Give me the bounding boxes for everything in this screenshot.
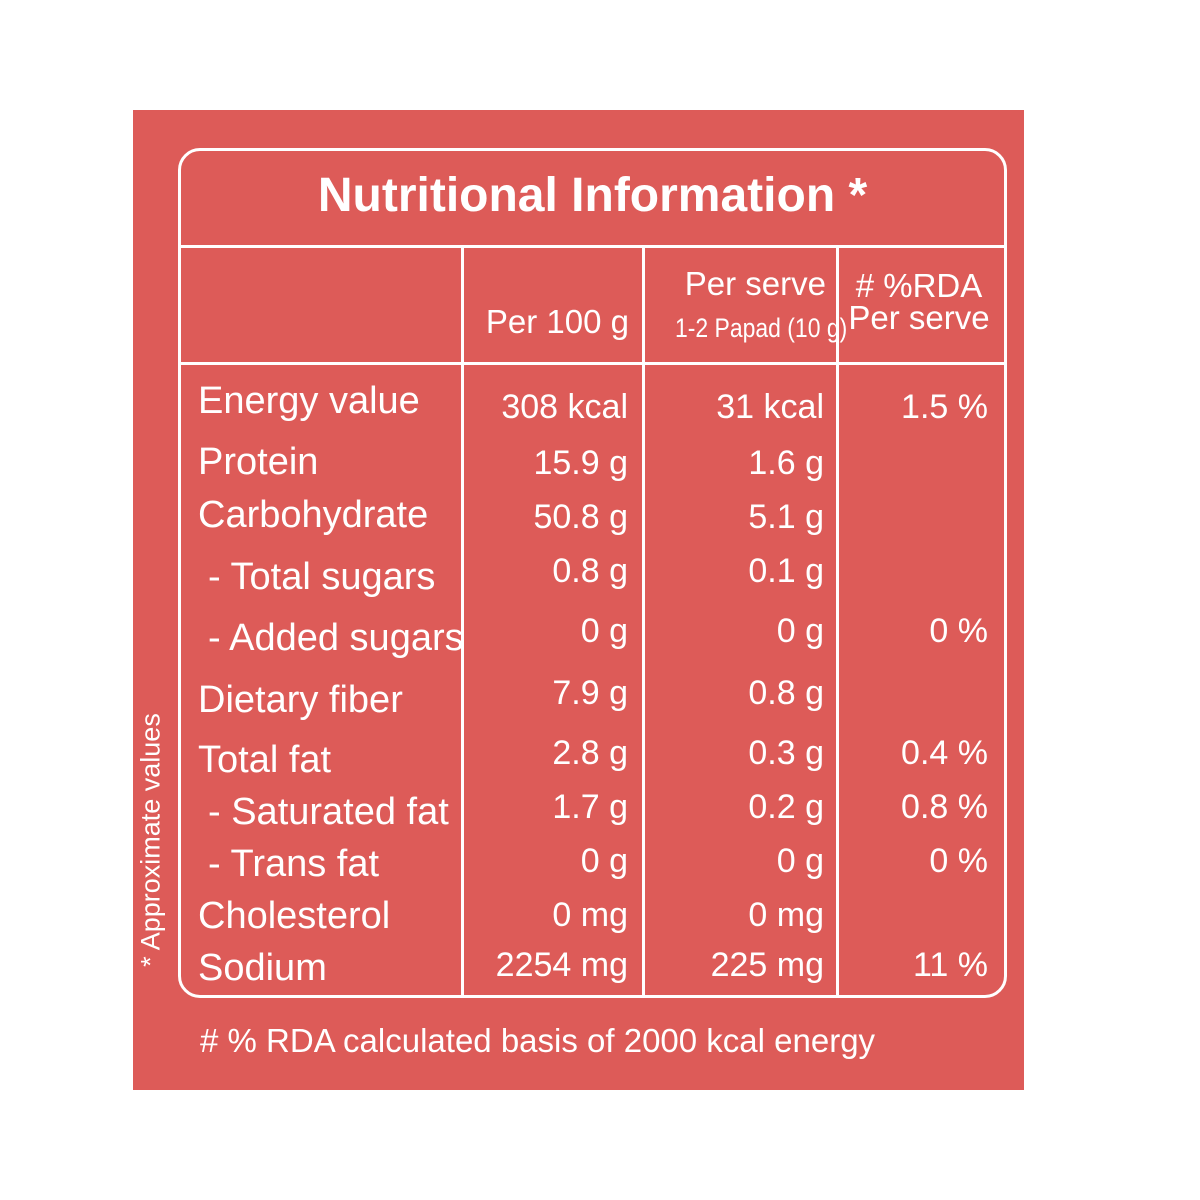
value-per-serve: 0 g xyxy=(776,842,824,880)
value-per-100g: 50.8 g xyxy=(533,498,628,536)
value-per-100g: 2.8 g xyxy=(552,734,628,772)
value-per-serve: 0.3 g xyxy=(748,734,824,772)
nutrition-panel xyxy=(133,110,1024,1090)
nutrient-name: - Added sugars xyxy=(208,617,464,659)
header-rda-per-serve: Per serve xyxy=(848,299,990,336)
value-per-100g: 0 g xyxy=(580,842,628,880)
header-divider xyxy=(180,362,1005,365)
value-per-serve: 31 kcal xyxy=(716,388,824,426)
nutrient-name: - Total sugars xyxy=(208,556,436,598)
table-title: Nutritional Information * xyxy=(317,169,868,222)
header-per-100g: Per 100 g xyxy=(485,303,629,340)
nutrient-name: Energy value xyxy=(198,380,420,422)
nutrient-name: Carbohydrate xyxy=(198,494,429,536)
column-divider-3 xyxy=(836,248,839,996)
rda-footnote: # % RDA calculated basis of 2000 kcal en… xyxy=(200,1022,876,1059)
header-rda: # %RDA xyxy=(855,267,983,304)
value-per-100g: 15.9 g xyxy=(533,444,628,482)
value-per-serve: 225 mg xyxy=(710,946,824,984)
nutrient-name: - Trans fat xyxy=(208,843,380,885)
value-per-100g: 0 mg xyxy=(552,896,628,934)
value-rda: 1.5 % xyxy=(901,388,988,426)
value-per-serve: 1.6 g xyxy=(748,444,824,482)
value-rda: 0 % xyxy=(929,842,988,880)
value-per-100g: 1.7 g xyxy=(552,788,628,826)
value-per-serve: 0 g xyxy=(776,612,824,650)
value-per-100g: 308 kcal xyxy=(501,388,628,426)
column-divider-2 xyxy=(642,248,645,996)
nutrient-name: Protein xyxy=(198,441,319,483)
value-rda: 0.4 % xyxy=(901,734,988,772)
title-divider xyxy=(180,245,1005,248)
value-rda: 0 % xyxy=(929,612,988,650)
value-rda: 11 % xyxy=(913,946,988,984)
approximate-values-note: * Approximate values xyxy=(135,713,166,967)
value-per-100g: 0.8 g xyxy=(552,552,628,590)
nutrient-name: - Saturated fat xyxy=(208,791,449,833)
column-divider-1 xyxy=(461,248,464,996)
nutrient-name: Total fat xyxy=(198,739,332,781)
value-per-serve: 0.2 g xyxy=(748,788,824,826)
nutrient-name: Dietary fiber xyxy=(198,679,403,721)
value-per-100g: 0 g xyxy=(580,612,628,650)
value-per-serve: 0.8 g xyxy=(748,674,824,712)
value-rda: 0.8 % xyxy=(901,788,988,826)
nutrition-table-frame xyxy=(178,148,1007,998)
header-per-serve: Per serve xyxy=(684,265,826,302)
value-per-serve: 0.1 g xyxy=(748,552,824,590)
header-serving-size: 1-2 Papad (10 g) xyxy=(675,313,848,343)
value-per-serve: 0 mg xyxy=(748,896,824,934)
value-per-100g: 2254 mg xyxy=(495,946,628,984)
nutrient-name: Cholesterol xyxy=(198,895,391,937)
value-per-100g: 7.9 g xyxy=(552,674,628,712)
nutrient-name: Sodium xyxy=(198,947,327,989)
value-per-serve: 5.1 g xyxy=(748,498,824,536)
